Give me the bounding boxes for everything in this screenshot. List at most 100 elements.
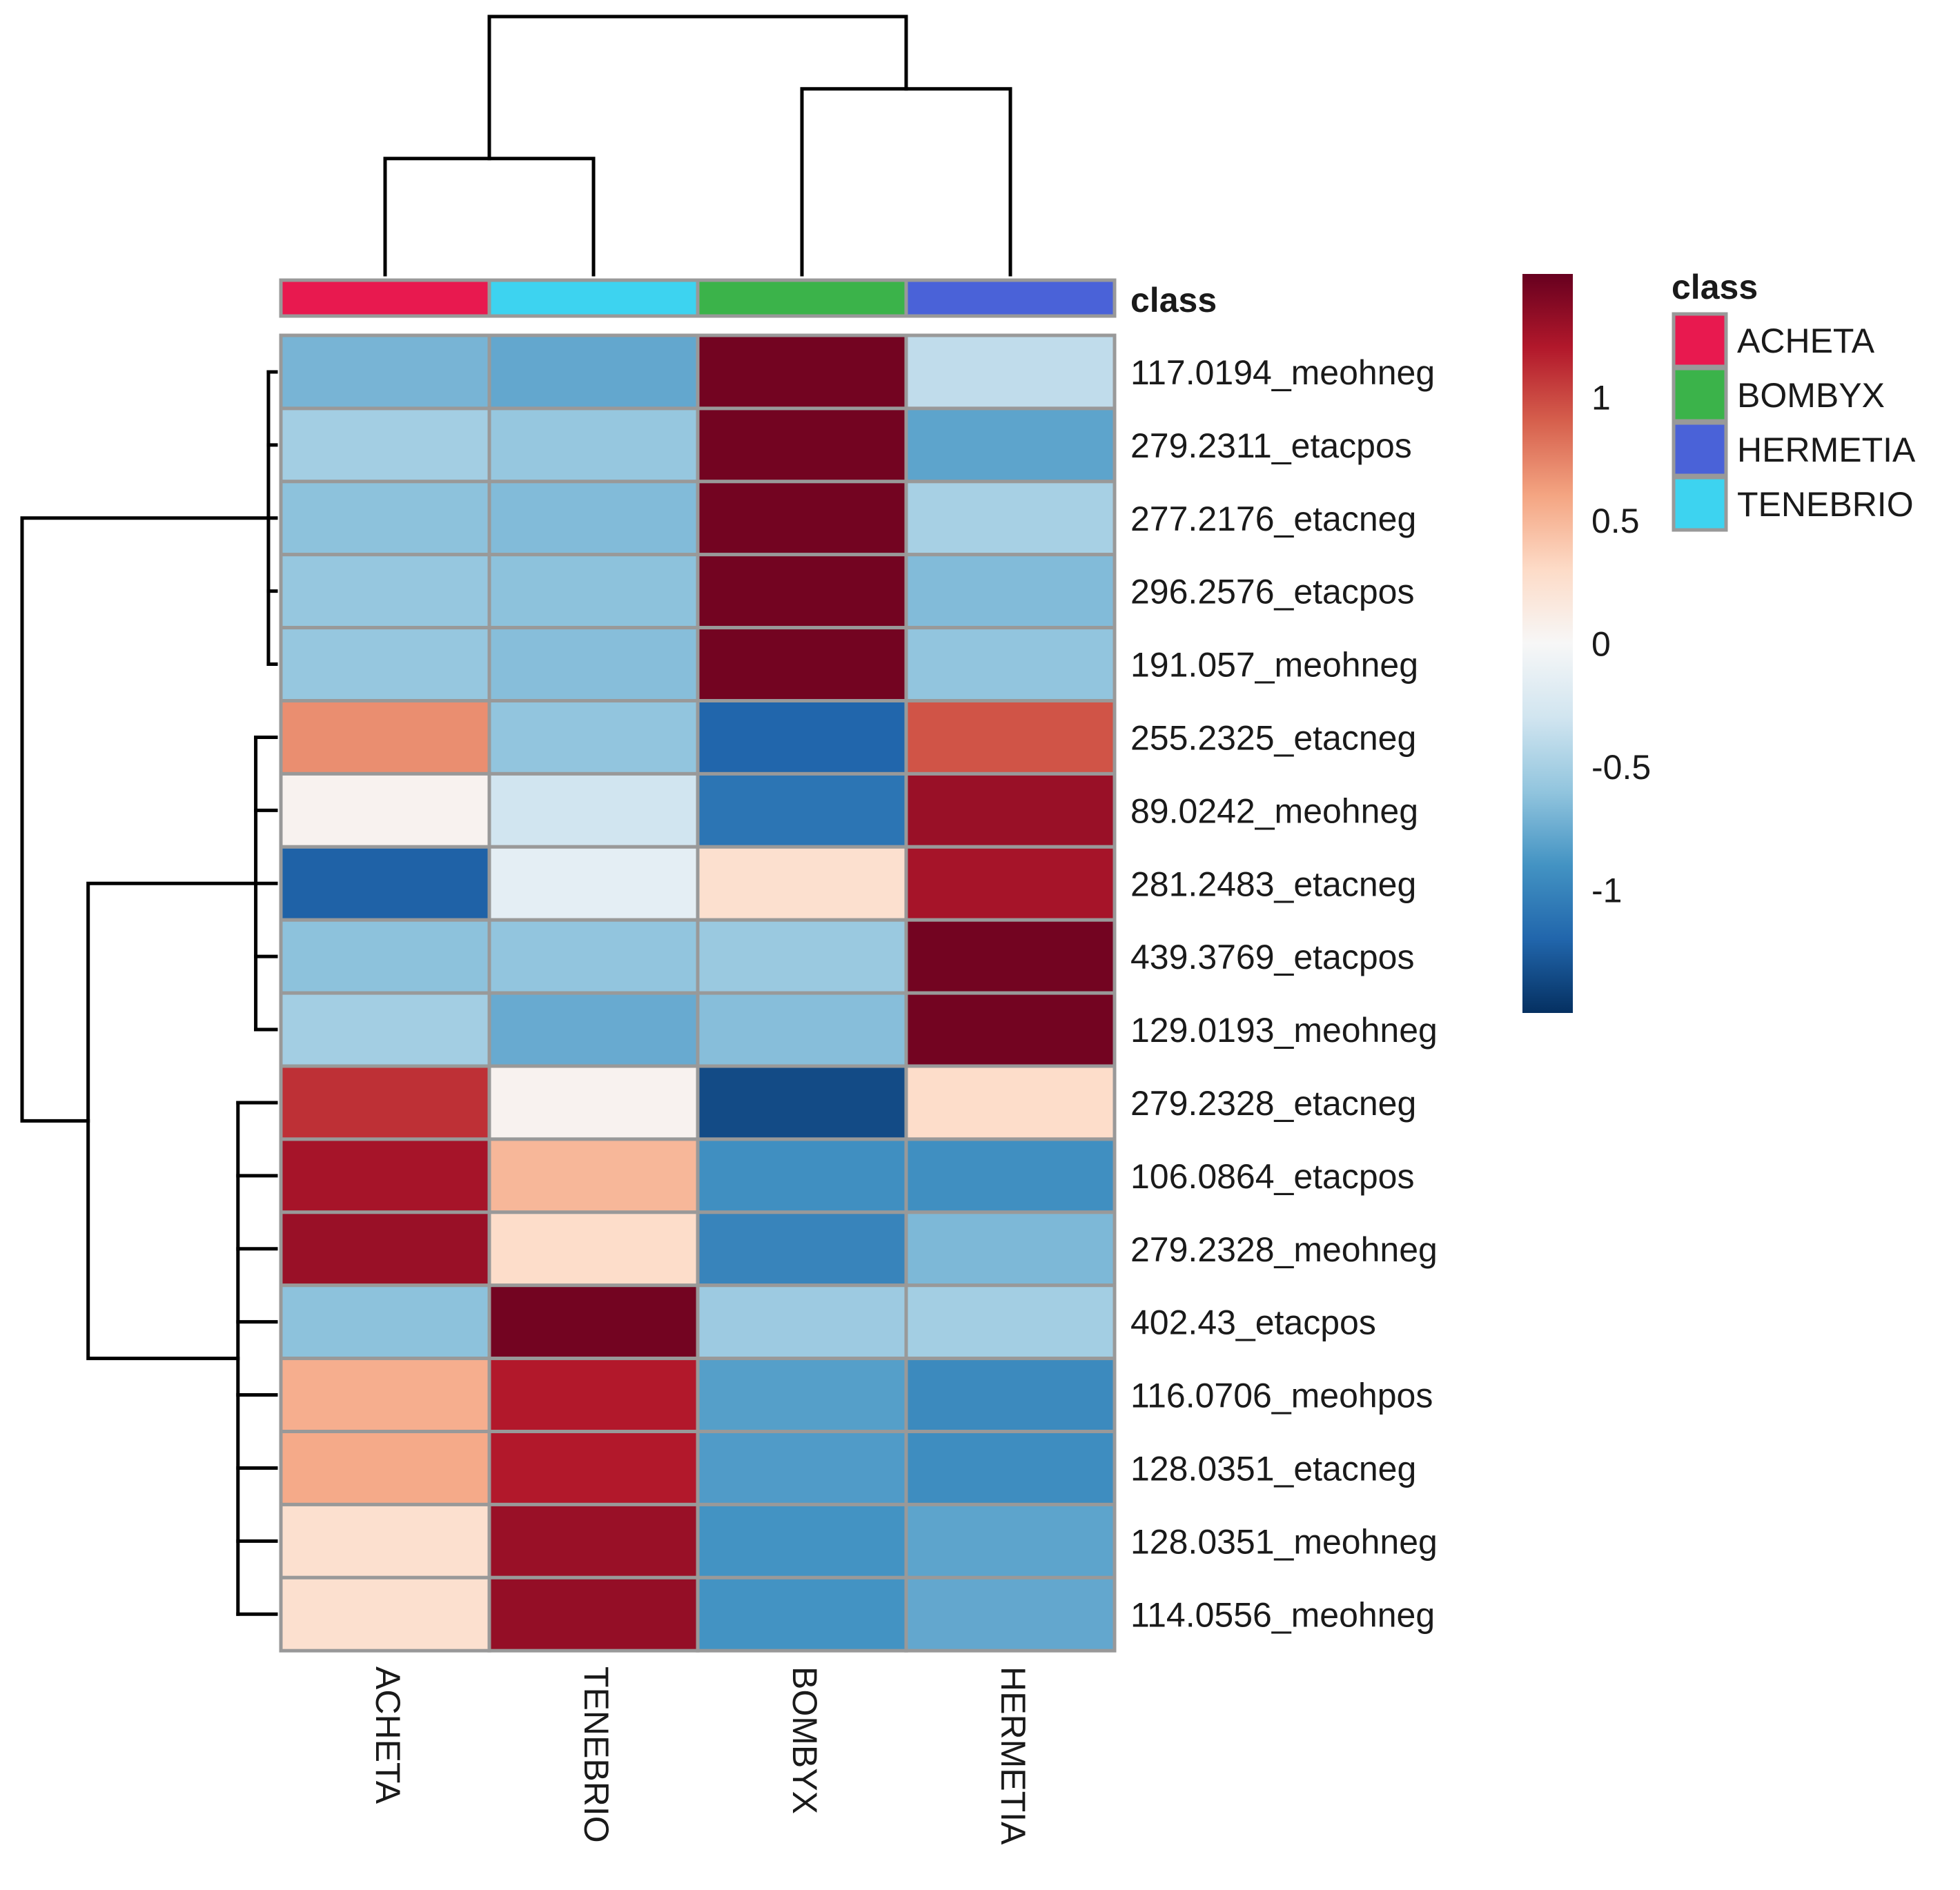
heatmap-cell: [696, 918, 908, 995]
heatmap-cell: [279, 553, 491, 630]
colorbar-tick-label: 1: [1591, 379, 1611, 417]
heatmap-cell: [696, 626, 908, 702]
heatmap-cell: [279, 406, 491, 484]
row-label: 128.0351_meohneg: [1130, 1522, 1438, 1561]
heatmap-cell: [696, 553, 908, 630]
heatmap-cell: [904, 406, 1117, 484]
annotation-title: class: [1130, 281, 1217, 319]
heatmap-cell: [904, 1137, 1117, 1214]
heatmap-cell: [696, 333, 908, 411]
row-label: 279.2328_meohneg: [1130, 1230, 1438, 1269]
heatmap-cell: [904, 1357, 1117, 1433]
row-label: 402.43_etacpos: [1130, 1303, 1376, 1342]
heatmap-cell: [487, 1430, 700, 1506]
class-annotation-bar: [279, 278, 1117, 318]
legend-swatch: [1672, 421, 1728, 478]
heatmap-cell: [696, 1210, 908, 1288]
legend-title: class: [1672, 268, 1758, 306]
annotation-cell: [487, 278, 700, 318]
row-label: 279.2311_etacpos: [1130, 426, 1412, 465]
row-label: 255.2325_etacneg: [1130, 718, 1416, 757]
row-label: 281.2483_etacneg: [1130, 865, 1416, 903]
heatmap-cell: [696, 1502, 908, 1579]
heatmap-cell: [696, 1430, 908, 1506]
column-dendrogram-link: [487, 14, 908, 161]
row-label: 277.2176_etacneg: [1130, 500, 1416, 538]
legend-label: ACHETA: [1737, 322, 1875, 360]
heatmap-cell: [696, 1137, 908, 1214]
heatmap-cell: [904, 1575, 1117, 1653]
heatmap-cell: [487, 699, 700, 776]
heatmap-cell: [487, 845, 700, 922]
heatmap-cell: [904, 333, 1117, 411]
colorbar: 1 0.5 0 -0.5 -1: [1522, 274, 1651, 1013]
column-label: BOMBYX: [785, 1666, 824, 1814]
column-labels: ACHETA TENEBRIO BOMBYX HERMETIA: [369, 1666, 1032, 1845]
heatmap-cell: [904, 771, 1117, 849]
row-label: 191.057_meohneg: [1130, 646, 1418, 685]
row-label: 117.0194_meohneg: [1130, 353, 1435, 392]
heatmap-cell: [696, 1357, 908, 1433]
heatmap-cell: [487, 1137, 700, 1214]
heatmap-cell: [487, 626, 700, 702]
heatmap-cell: [904, 1064, 1117, 1141]
heatmap-cell: [696, 845, 908, 922]
row-label: 296.2576_etacpos: [1130, 573, 1414, 611]
heatmap-cell: [487, 1064, 700, 1141]
class-legend: class ACHETA BOMBYX HERMETIA TENEBRIO: [1672, 268, 1916, 532]
heatmap-cell: [279, 1064, 491, 1141]
heatmap-cell: [696, 480, 908, 557]
row-label: 116.0706_meohpos: [1130, 1377, 1433, 1415]
legend-label: TENEBRIO: [1737, 485, 1914, 524]
heatmap-cell: [279, 1210, 491, 1288]
annotation-cell: [696, 278, 908, 318]
heatmap-cell: [279, 991, 491, 1068]
heatmap-cell: [279, 626, 491, 702]
heatmap-cell: [487, 1357, 700, 1433]
row-label: 89.0242_meohneg: [1130, 791, 1418, 830]
heatmap-cell: [904, 1502, 1117, 1579]
row-labels: 117.0194_meohneg 279.2311_etacpos 277.2176…: [1130, 353, 1438, 1634]
column-dendrogram-link: [800, 87, 1012, 277]
heatmap-cell: [904, 699, 1117, 776]
heatmap-cell: [696, 1283, 908, 1361]
legend-label: BOMBYX: [1737, 376, 1885, 415]
row-label: 439.3769_etacpos: [1130, 938, 1414, 976]
heatmap-cell: [487, 991, 700, 1068]
colorbar-tick-label: 0: [1591, 625, 1611, 664]
legend-label: HERMETIA: [1737, 431, 1916, 469]
row-dendrogram: [20, 370, 278, 1616]
colorbar-tick-label: -0.5: [1591, 748, 1651, 787]
heatmap-cell: [279, 918, 491, 995]
row-label: 129.0193_meohneg: [1130, 1011, 1438, 1050]
colorbar-gradient: [1522, 274, 1573, 1013]
row-label: 128.0351_etacneg: [1130, 1449, 1416, 1488]
legend-swatch: [1672, 475, 1728, 532]
heatmap-cell: [279, 1283, 491, 1361]
heatmap-cell: [487, 1575, 700, 1653]
heatmap-cell: [904, 1210, 1117, 1288]
heatmap-cell: [904, 845, 1117, 922]
column-dendrogram-link: [383, 157, 596, 277]
heatmap-cell: [904, 553, 1117, 630]
heatmap-cell: [904, 1283, 1117, 1361]
heatmap-cell: [487, 918, 700, 995]
heatmap-cell: [904, 626, 1117, 702]
heatmap-cell: [487, 771, 700, 849]
annotation-cell: [279, 278, 491, 318]
heatmap-cell: [279, 1575, 491, 1653]
heatmap-cell: [696, 1575, 908, 1653]
row-label: 106.0864_etacpos: [1130, 1157, 1414, 1196]
heatmap-cell: [696, 991, 908, 1068]
column-label: TENEBRIO: [577, 1666, 616, 1843]
column-dendrogram: [383, 14, 1012, 277]
column-label: HERMETIA: [994, 1666, 1032, 1845]
heatmap-cell: [696, 406, 908, 484]
heatmap-cell: [279, 1430, 491, 1506]
heatmap-cell: [904, 991, 1117, 1068]
heatmap-cell: [904, 918, 1117, 995]
heatmap-cell: [696, 771, 908, 849]
heatmap-cell: [487, 333, 700, 411]
heatmap-cell: [487, 1502, 700, 1579]
